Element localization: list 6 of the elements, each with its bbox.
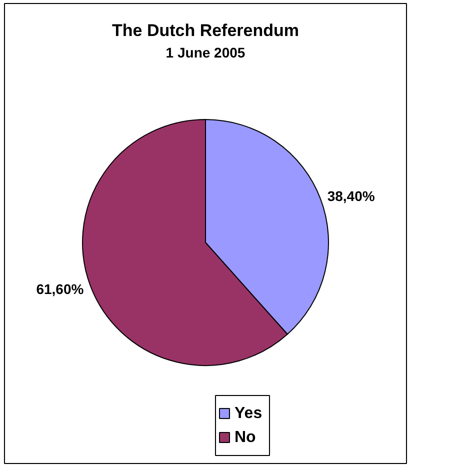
chart-subtitle: 1 June 2005 [166, 44, 246, 60]
legend-label: Yes [234, 405, 262, 422]
data-label: 61,60% [36, 280, 84, 297]
legend-label: No [234, 429, 256, 446]
chart-title: The Dutch Referendum [112, 21, 300, 40]
data-label: 38,40% [327, 188, 376, 204]
